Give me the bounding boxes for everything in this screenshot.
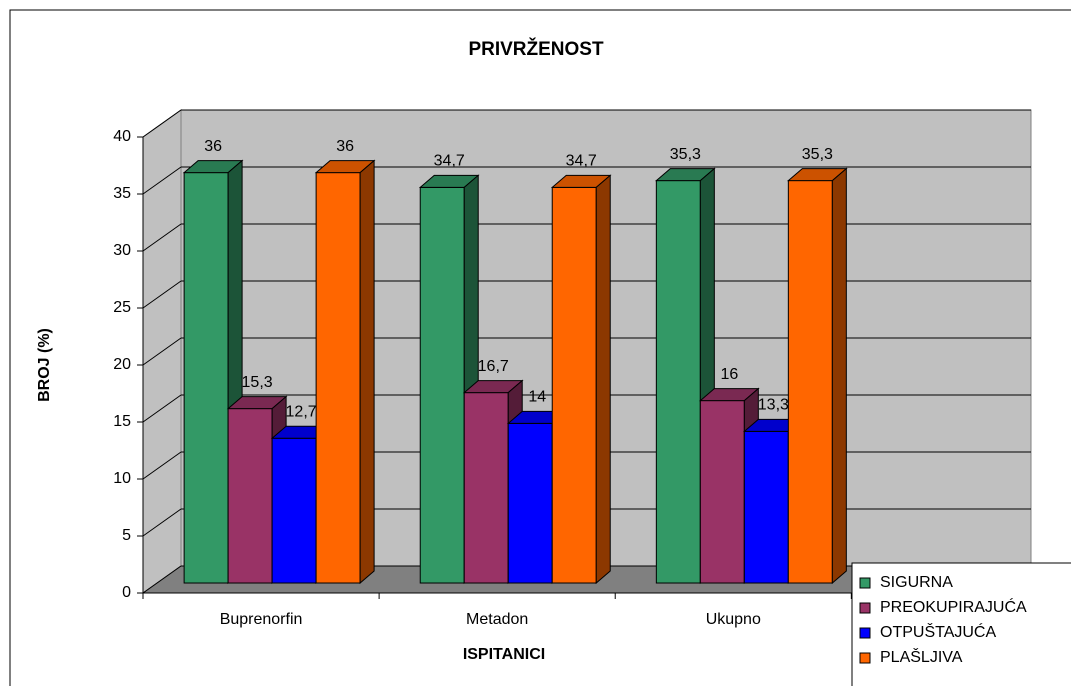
bar bbox=[182, 159, 244, 585]
bar-front bbox=[507, 422, 553, 584]
y-tick-label: 5 bbox=[122, 527, 131, 544]
y-tick-label: 30 bbox=[113, 242, 131, 259]
bar bbox=[786, 167, 848, 585]
value-label: 36 bbox=[204, 138, 222, 155]
legend-swatch bbox=[859, 577, 871, 589]
bar bbox=[550, 174, 612, 585]
value-label: 14 bbox=[528, 389, 546, 406]
legend-swatch bbox=[859, 627, 871, 639]
bar-front bbox=[227, 408, 273, 584]
grid-line-side bbox=[142, 451, 182, 480]
value-label: 36 bbox=[336, 138, 354, 155]
y-axis-label: BROJ (%) bbox=[36, 328, 53, 402]
value-label: 34,7 bbox=[566, 153, 597, 170]
value-label: 34,7 bbox=[434, 153, 465, 170]
y-tick-label: 20 bbox=[113, 356, 131, 373]
legend-box bbox=[851, 562, 1071, 686]
legend-label: PLAŠLJIVA bbox=[880, 647, 963, 666]
grid-line-side bbox=[142, 394, 182, 423]
grid-line-side bbox=[142, 109, 182, 138]
bar bbox=[418, 174, 480, 585]
x-tick-label: Ukupno bbox=[706, 611, 761, 628]
legend-label: OTPUŠTAJUĆA bbox=[880, 622, 996, 641]
value-label: 16 bbox=[720, 366, 738, 383]
legend-label: SIGURNA bbox=[880, 574, 953, 591]
bar-front bbox=[787, 180, 833, 584]
bar-front bbox=[183, 172, 229, 584]
bar bbox=[314, 159, 376, 585]
value-label: 13,3 bbox=[758, 397, 789, 414]
bar-front bbox=[271, 437, 317, 584]
grid-line-side bbox=[142, 280, 182, 309]
value-label: 12,7 bbox=[286, 403, 317, 420]
x-tick-label: Buprenorfin bbox=[220, 611, 303, 628]
grid-line-side bbox=[142, 508, 182, 537]
y-tick-label: 40 bbox=[113, 128, 131, 145]
value-label: 16,7 bbox=[478, 358, 509, 375]
x-tick-label: Metadon bbox=[466, 611, 528, 628]
y-tick-label: 0 bbox=[122, 584, 131, 601]
bar-front bbox=[463, 392, 509, 584]
value-label: 35,3 bbox=[802, 146, 833, 163]
chart-title: PRIVRŽENOST bbox=[468, 38, 604, 60]
y-tick-label: 10 bbox=[113, 470, 131, 487]
legend: SIGURNA PREOKUPIRAJUĆA OTPUŠTAJUĆA PLAŠLJIV… bbox=[851, 562, 1071, 686]
value-label: 35,3 bbox=[670, 146, 701, 163]
bar-side bbox=[359, 159, 375, 585]
bar-side bbox=[831, 167, 847, 585]
y-tick-label: 25 bbox=[113, 299, 131, 316]
legend-swatch bbox=[859, 602, 871, 614]
y-tick-label: 35 bbox=[113, 185, 131, 202]
grid-line-side bbox=[142, 223, 182, 252]
grid-line-side bbox=[142, 166, 182, 195]
bar-front bbox=[315, 172, 361, 584]
bar-front bbox=[699, 400, 745, 584]
legend-label: PREOKUPIRAJUĆA bbox=[880, 597, 1027, 616]
legend-swatch bbox=[859, 652, 871, 664]
bar-side bbox=[595, 174, 611, 585]
value-label: 15,3 bbox=[242, 374, 273, 391]
grid-line-side bbox=[142, 565, 182, 594]
bar-front bbox=[655, 180, 701, 584]
bar bbox=[698, 387, 760, 585]
grid-line-side bbox=[142, 337, 182, 366]
y-tick-label: 15 bbox=[113, 413, 131, 430]
bar-front bbox=[551, 186, 597, 584]
bar-front bbox=[419, 186, 465, 584]
x-axis-label: ISPITANICI bbox=[463, 646, 545, 663]
bar-front bbox=[743, 430, 789, 584]
